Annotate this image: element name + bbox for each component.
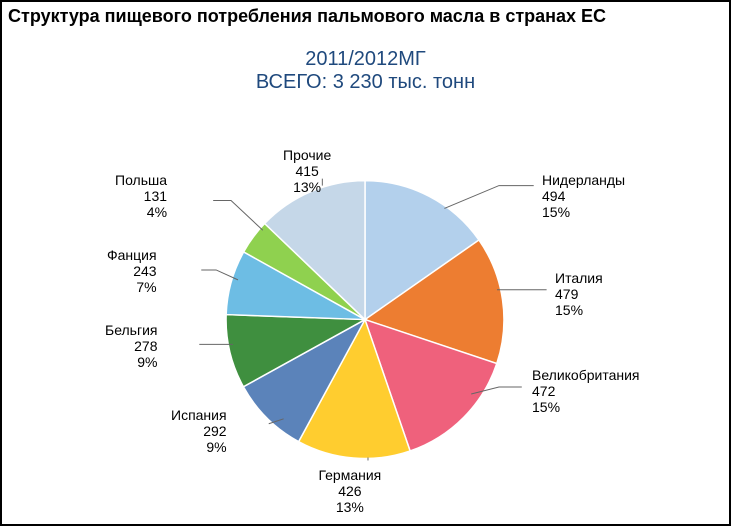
slice-label-name: Прочие [283,147,331,163]
chart-frame: Структура пищевого потребления пальмовог… [0,0,731,526]
leader-line [213,200,263,230]
slice-label-value: 426 [319,483,382,499]
slice-label-percent: 15% [555,302,603,318]
slice-label-value: 479 [555,286,603,302]
slice-label-value: 415 [283,163,331,179]
slice-label: Прочие41513% [283,147,331,195]
slice-label: Фанция2437% [107,247,157,295]
slice-label-percent: 7% [107,279,157,295]
slice-label-percent: 15% [532,399,640,415]
slice-label-value: 292 [171,423,227,439]
slice-label-percent: 15% [542,204,625,220]
slice-label: Испания2929% [171,407,227,455]
slice-label-percent: 4% [115,204,167,220]
slice-label-name: Фанция [107,247,157,263]
slice-label-percent: 9% [105,354,157,370]
leader-line [444,186,533,209]
slice-label-percent: 13% [283,179,331,195]
slice-label-value: 472 [532,383,640,399]
slice-label-percent: 13% [319,499,382,515]
slice-label-value: 278 [105,338,157,354]
slice-label: Бельгия2789% [105,322,157,370]
slice-label: Нидерланды49415% [542,172,625,220]
slice-label-value: 243 [107,263,157,279]
slice-label-name: Нидерланды [542,172,625,188]
slice-label-name: Германия [319,467,382,483]
slice-label-name: Бельгия [105,322,157,338]
slice-label-name: Польша [115,172,167,188]
slice-label-name: Великобритания [532,367,640,383]
slice-label-percent: 9% [171,439,227,455]
slice-label-name: Италия [555,270,603,286]
slice-label: Германия42613% [319,467,382,515]
slice-label: Италия47915% [555,270,603,318]
slice-label-value: 494 [542,188,625,204]
slice-label: Польша1314% [115,172,167,220]
slice-label-value: 131 [115,188,167,204]
slice-label-name: Испания [171,407,227,423]
slice-label: Великобритания47215% [532,367,640,415]
